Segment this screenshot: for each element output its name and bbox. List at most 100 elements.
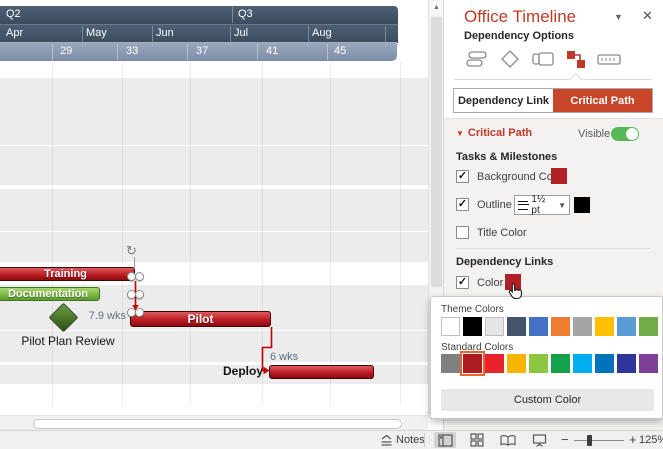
color-swatch[interactable] <box>441 317 460 336</box>
color-swatch[interactable] <box>551 317 570 336</box>
color-swatch[interactable] <box>460 351 485 376</box>
chevron-down-icon: ▼ <box>558 200 566 210</box>
background-color-label: Background Color <box>477 171 566 183</box>
color-swatch[interactable] <box>617 317 636 336</box>
critical-path-button[interactable]: Critical Path <box>553 89 652 112</box>
task-bar-deploy[interactable] <box>269 365 374 379</box>
background-color-swatch[interactable] <box>551 168 567 184</box>
task-shapes-icon[interactable] <box>464 47 490 71</box>
color-swatch[interactable] <box>573 354 592 373</box>
milestone-label: Pilot Plan Review <box>21 334 115 348</box>
chart-gridline <box>262 62 263 405</box>
month-label: Aug <box>312 27 332 39</box>
week-label: 37 <box>196 45 209 57</box>
chart-row-band <box>0 189 428 231</box>
selected-icon-notch <box>569 73 582 86</box>
header-divider <box>327 44 328 60</box>
selection-handle[interactable] <box>135 272 144 281</box>
task-bar-training[interactable]: Training <box>0 267 135 281</box>
visible-label: Visible <box>578 128 611 140</box>
header-divider <box>257 44 258 60</box>
pane-close-icon[interactable]: ✕ <box>642 8 653 23</box>
color-swatch[interactable] <box>595 317 614 336</box>
timeline-week-row: 29 33 37 41 45 <box>0 42 397 61</box>
outline-color-swatch[interactable] <box>574 197 590 213</box>
horizontal-scrollbar[interactable] <box>0 415 428 430</box>
notes-icon <box>380 434 393 447</box>
week-label: 41 <box>266 45 279 57</box>
color-picker-popup: Theme Colors Standard Colors Custom Colo… <box>430 296 663 419</box>
selection-handle[interactable] <box>135 290 144 299</box>
visible-toggle[interactable] <box>611 127 639 141</box>
dependency-link-button[interactable]: Dependency Link <box>454 89 553 112</box>
chart-gridline <box>52 62 53 405</box>
outline-checkbox[interactable]: ✓ <box>456 198 469 211</box>
zoom-slider-track[interactable] <box>574 440 624 441</box>
selection-handle[interactable] <box>135 308 144 317</box>
color-swatch[interactable] <box>529 354 548 373</box>
header-divider <box>117 44 118 60</box>
critical-path-section-header[interactable]: ▼ Critical Path <box>456 127 533 139</box>
color-swatch[interactable] <box>639 317 658 336</box>
dependency-option-icons <box>464 47 622 71</box>
color-swatch[interactable] <box>595 354 614 373</box>
color-swatch[interactable] <box>573 317 592 336</box>
week-label: 29 <box>60 45 73 57</box>
scroll-up-icon[interactable]: ▲ <box>430 1 443 15</box>
chart-row-band <box>0 232 428 262</box>
dependency-mode-buttons: Dependency Link Critical Path <box>453 88 653 113</box>
header-divider <box>187 44 188 60</box>
dependency-color-checkbox[interactable]: ✓ <box>456 276 469 289</box>
zoom-slider-thumb[interactable] <box>587 435 592 446</box>
color-swatch[interactable] <box>485 317 504 336</box>
dependency-icon-selected[interactable] <box>563 47 589 71</box>
slideshow-view-button[interactable] <box>528 432 550 448</box>
header-divider <box>82 26 83 42</box>
dependency-links-header: Dependency Links <box>456 256 554 268</box>
pane-title: Office Timeline <box>464 7 577 26</box>
zoom-in-button[interactable]: + <box>629 432 637 447</box>
header-divider <box>385 26 386 42</box>
color-swatch[interactable] <box>507 354 526 373</box>
color-swatch[interactable] <box>639 354 658 373</box>
title-color-checkbox[interactable] <box>456 226 469 239</box>
zoom-level[interactable]: 125% <box>639 434 663 446</box>
color-swatch[interactable] <box>617 354 636 373</box>
color-swatch[interactable] <box>463 317 482 336</box>
color-swatch[interactable] <box>485 354 504 373</box>
zoom-out-button[interactable]: − <box>561 432 569 447</box>
slide-sorter-view-button[interactable] <box>466 432 488 448</box>
header-divider <box>152 26 153 42</box>
pane-menu-caret-icon[interactable]: ▼ <box>614 12 623 22</box>
custom-color-button[interactable]: Custom Color <box>441 389 654 411</box>
outline-label: Outline <box>477 199 512 211</box>
task-bar-pilot[interactable]: Pilot <box>130 311 271 327</box>
vertical-scroll-thumb[interactable] <box>431 17 442 287</box>
task-bar-documentation[interactable]: Documentation <box>0 287 100 301</box>
normal-view-button[interactable] <box>434 432 456 448</box>
horizontal-scroll-thumb[interactable] <box>33 419 402 429</box>
color-swatch[interactable] <box>441 354 460 373</box>
background-color-checkbox[interactable]: ✓ <box>456 170 469 183</box>
timescale-icon[interactable] <box>596 47 622 71</box>
reading-view-button[interactable] <box>497 432 519 448</box>
color-swatch[interactable] <box>507 317 526 336</box>
header-divider <box>52 44 53 60</box>
dependency-color-swatch[interactable] <box>505 274 521 290</box>
collapse-triangle-icon: ▼ <box>456 129 464 138</box>
color-swatch[interactable] <box>551 354 570 373</box>
tasks-milestones-header: Tasks & Milestones <box>456 151 558 163</box>
deploy-task-label: Deploy <box>222 364 263 378</box>
notes-label: Notes <box>396 434 425 446</box>
chart-gridline <box>400 62 401 405</box>
milestone-shape-icon[interactable] <box>497 47 523 71</box>
outline-weight-dropdown[interactable]: 1½ pt ▼ <box>514 194 570 216</box>
header-divider <box>308 26 309 42</box>
timeline-quarter-row: Q2 Q3 <box>0 6 398 24</box>
duration-label-2: 6 wks <box>270 351 299 363</box>
task-duration-icon[interactable] <box>530 47 556 71</box>
notes-button[interactable]: Notes <box>380 431 425 449</box>
color-swatch[interactable] <box>529 317 548 336</box>
rotate-handle-icon[interactable]: ↻ <box>126 243 137 258</box>
header-divider <box>230 26 231 42</box>
